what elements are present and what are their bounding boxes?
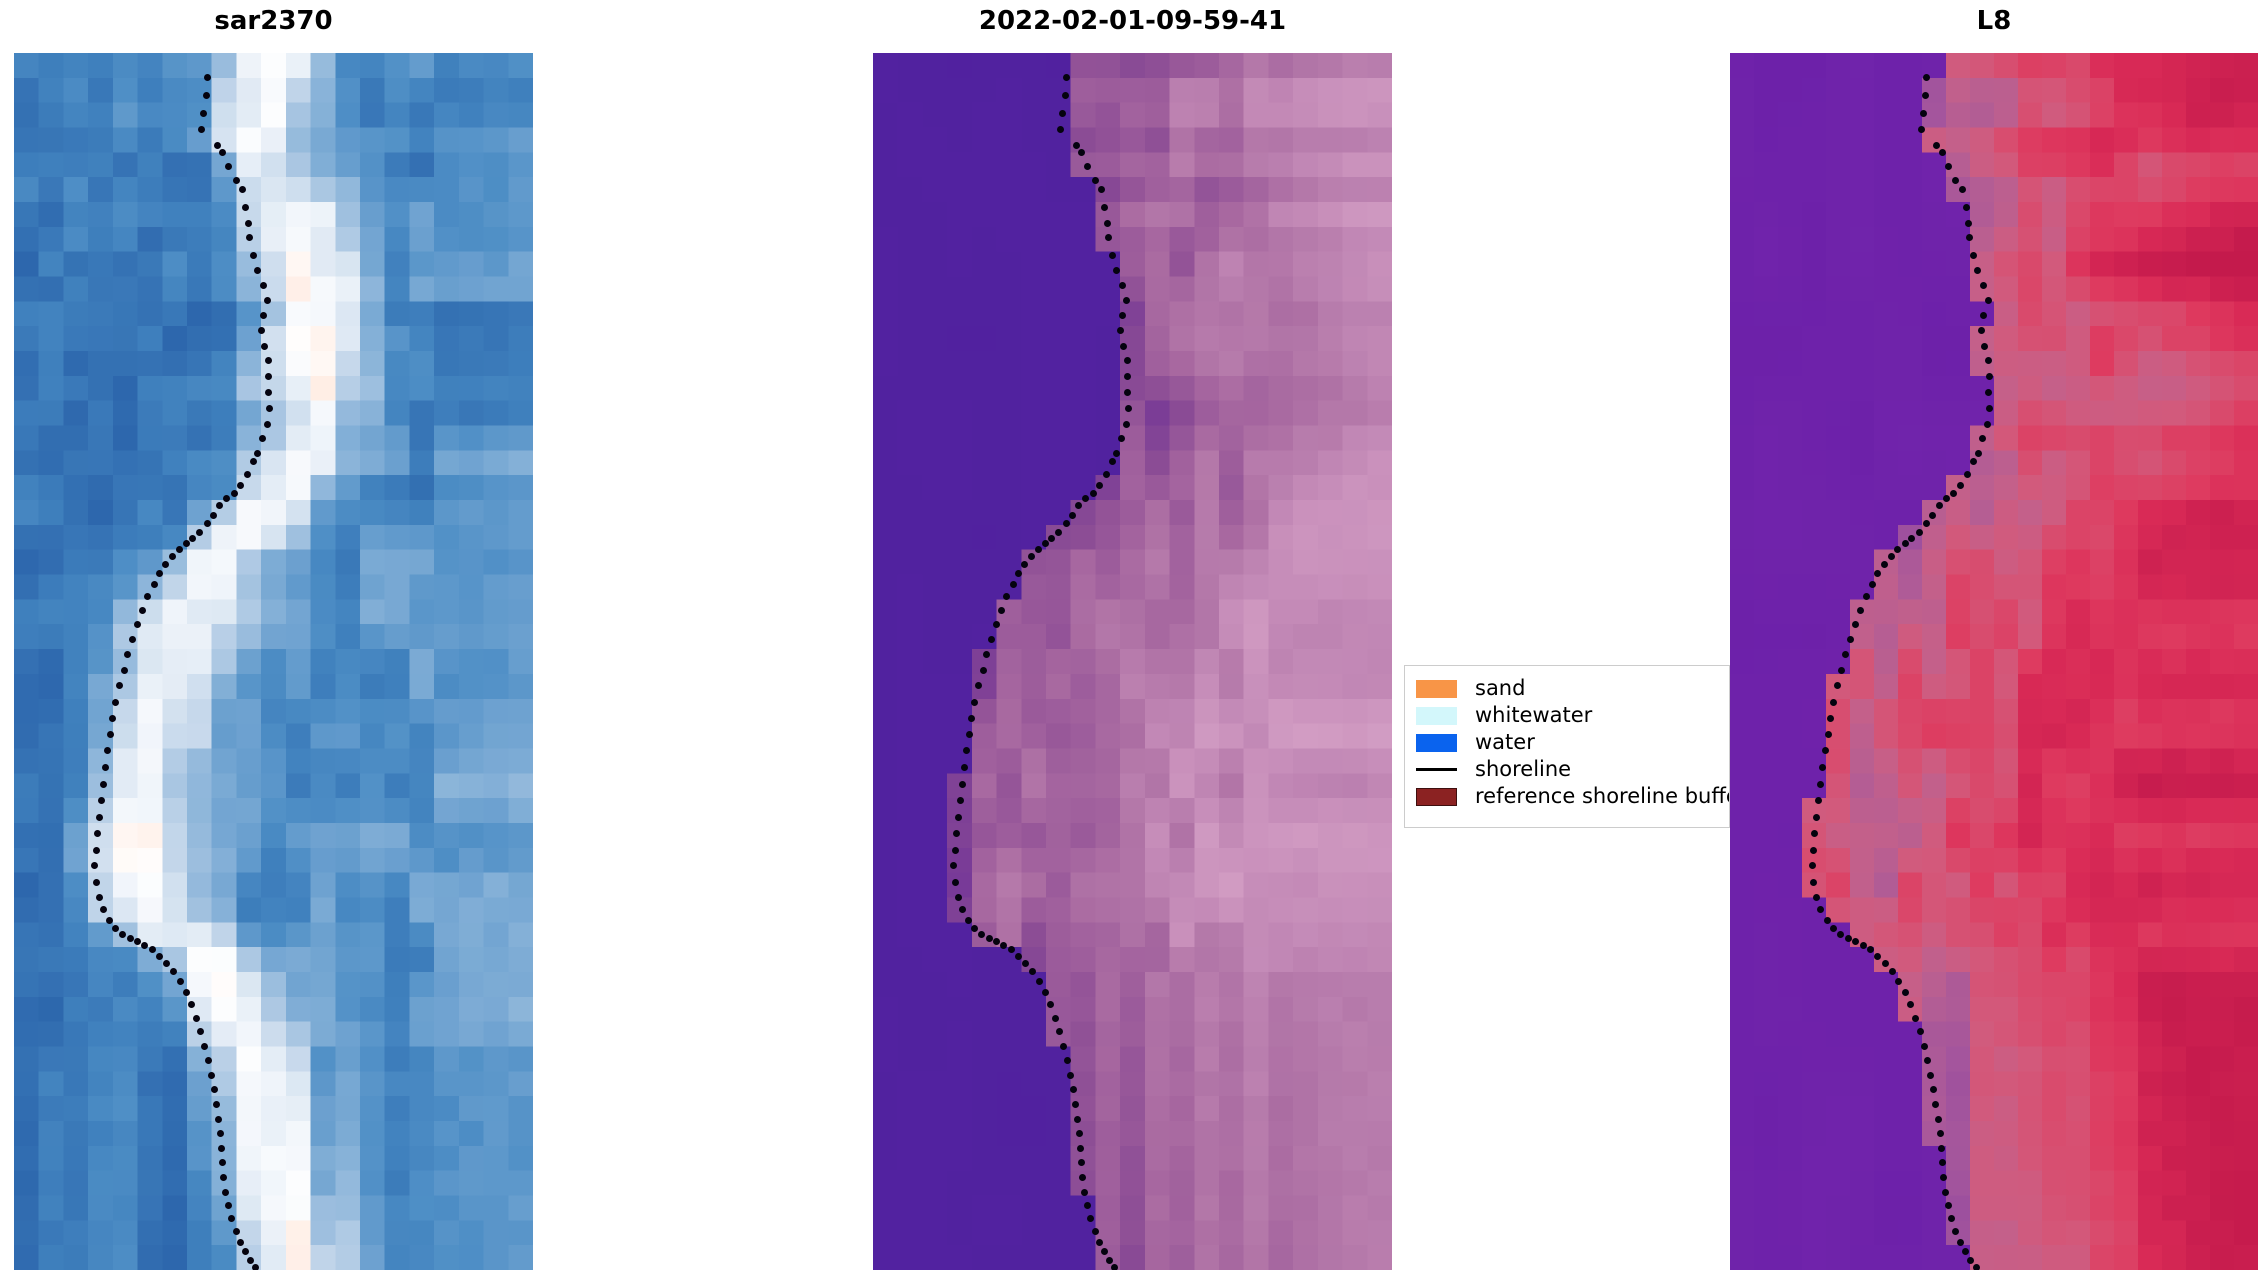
- legend-item-shoreline: shoreline: [1416, 756, 1719, 783]
- legend-label: shoreline: [1475, 757, 1572, 781]
- panel-l8-overlap-mask: [1730, 665, 1734, 828]
- panel-title-date: 2022-02-01-09-59-41: [978, 6, 1287, 36]
- legend-label: reference shoreline buffer: [1475, 784, 1730, 808]
- legend-item-reference: reference shoreline buffer: [1416, 783, 1729, 810]
- legend-swatch-patch-icon: [1416, 706, 1457, 725]
- legend-item-whitewater: whitewater: [1416, 702, 1719, 729]
- legend-label: water: [1475, 730, 1535, 754]
- panel-date-raster: [873, 53, 1392, 1270]
- panel-title-l8: L8: [1976, 6, 2012, 36]
- legend-item-sand: sand: [1416, 675, 1719, 702]
- legend-swatch-patch-icon: [1416, 679, 1457, 698]
- legend-swatch-patch-icon: [1416, 733, 1457, 752]
- legend-swatch-line-icon: [1416, 768, 1457, 771]
- panel-l8-raster: [1730, 53, 2258, 1270]
- panel-l8[interactable]: [1730, 53, 2258, 1270]
- panel-sar[interactable]: [14, 53, 533, 1270]
- legend-label: sand: [1475, 676, 1526, 700]
- legend: sand whitewater water shoreline reference sh…: [1404, 665, 1730, 828]
- legend-swatch-patch-icon: [1416, 787, 1457, 806]
- panel-sar-raster: [14, 53, 533, 1270]
- panel-title-sar: sar2370: [214, 6, 333, 36]
- legend-item-water: water: [1416, 729, 1719, 756]
- legend-label: whitewater: [1475, 703, 1593, 727]
- panel-date[interactable]: [873, 53, 1392, 1270]
